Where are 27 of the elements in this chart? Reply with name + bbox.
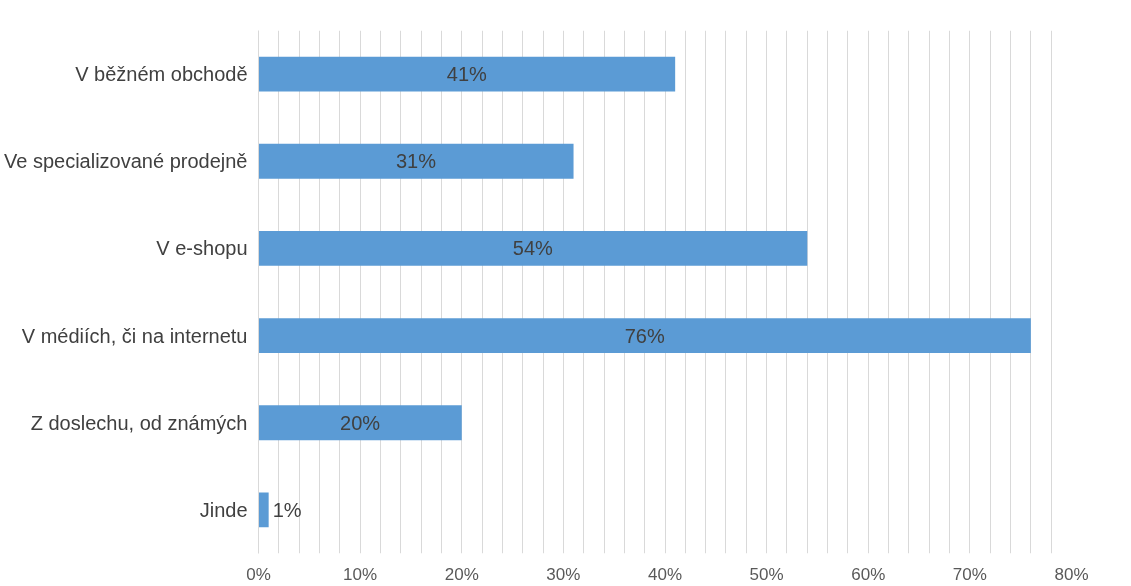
bar bbox=[258, 230, 808, 266]
y-tick-label: V médiích, či na internetu bbox=[21, 324, 248, 347]
data-label: 76% bbox=[624, 324, 665, 347]
y-tick-label: Ve specializované prodejně bbox=[3, 150, 248, 173]
data-label: 31% bbox=[396, 150, 437, 173]
y-tick-label: Z doslechu, od známých bbox=[30, 411, 248, 434]
x-tick-label: 10% bbox=[343, 564, 378, 584]
x-tick-label: 20% bbox=[444, 564, 479, 584]
x-tick-label: 70% bbox=[952, 564, 987, 584]
data-label: 1% bbox=[272, 498, 302, 521]
x-tick-label: 40% bbox=[647, 564, 683, 584]
x-tick-label: 0% bbox=[246, 564, 271, 584]
bar bbox=[258, 318, 1031, 354]
x-tick-label: 50% bbox=[749, 564, 784, 584]
data-label: 20% bbox=[340, 411, 381, 434]
data-label: 41% bbox=[446, 63, 488, 86]
data-label: 54% bbox=[512, 237, 554, 260]
x-tick-label: 60% bbox=[851, 564, 886, 584]
y-tick-label: V e-shopu bbox=[156, 237, 248, 260]
x-tick-label: 80% bbox=[1054, 564, 1089, 584]
bar bbox=[258, 492, 269, 528]
y-tick-label: Jinde bbox=[199, 498, 248, 521]
x-tick-label: 30% bbox=[546, 564, 581, 584]
bar bbox=[258, 56, 676, 92]
bar bbox=[258, 143, 574, 179]
y-tick-label: V běžném obchodě bbox=[75, 63, 248, 86]
bar bbox=[258, 405, 462, 441]
